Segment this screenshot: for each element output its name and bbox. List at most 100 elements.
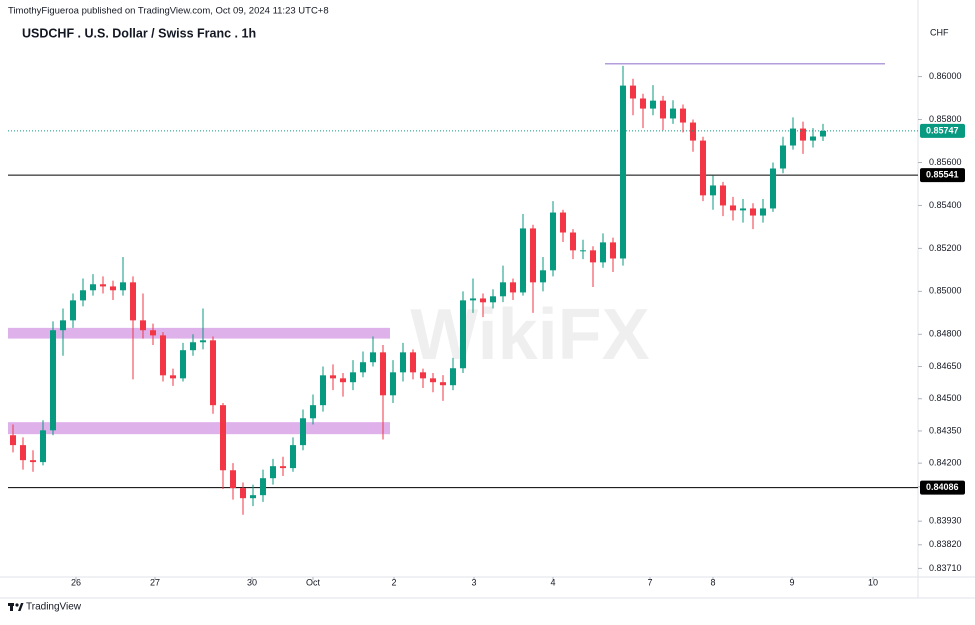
x-tick-label: Oct bbox=[306, 577, 321, 587]
candle-body bbox=[80, 290, 86, 301]
candle-body bbox=[60, 320, 66, 331]
chart-title: USDCHF . U.S. Dollar / Swiss Franc . 1h bbox=[22, 26, 256, 40]
candle-body bbox=[40, 430, 46, 463]
candle-body bbox=[530, 228, 536, 283]
brand: TradingView bbox=[26, 602, 82, 613]
y-tick-label: 0.84350 bbox=[929, 425, 962, 435]
candle-body bbox=[360, 362, 366, 373]
candle-body bbox=[480, 298, 486, 303]
candle-body bbox=[750, 208, 756, 216]
candle-body bbox=[110, 286, 116, 291]
candle-body bbox=[390, 372, 396, 396]
candle-body bbox=[190, 342, 196, 351]
candle-body bbox=[170, 375, 176, 379]
candle-body bbox=[250, 495, 256, 499]
candle-body bbox=[100, 284, 106, 287]
candle-body bbox=[300, 418, 306, 446]
candle-body bbox=[780, 145, 786, 169]
candle-body bbox=[330, 375, 336, 379]
candle-body bbox=[440, 382, 446, 386]
candle-body bbox=[810, 136, 816, 141]
x-tick-label: 26 bbox=[71, 577, 81, 587]
zone bbox=[8, 327, 390, 339]
candle-body bbox=[800, 128, 806, 141]
candle-body bbox=[230, 470, 236, 489]
candle-body bbox=[710, 185, 716, 196]
y-tick-label: 0.85000 bbox=[929, 286, 962, 296]
x-tick-label: 10 bbox=[868, 577, 878, 587]
x-tick-label: 7 bbox=[647, 577, 652, 587]
candle-body bbox=[340, 378, 346, 383]
y-tick-label: 0.84650 bbox=[929, 361, 962, 371]
candle-body bbox=[350, 372, 356, 383]
candle-body bbox=[510, 282, 516, 293]
candle-body bbox=[270, 466, 276, 479]
candle-body bbox=[700, 140, 706, 196]
candle-body bbox=[150, 330, 156, 336]
header: TimothyFigueroa published on TradingView… bbox=[8, 6, 329, 17]
level-badge bbox=[920, 168, 965, 183]
candle-body bbox=[770, 168, 776, 209]
candle-body bbox=[280, 466, 286, 469]
candle-body bbox=[570, 232, 576, 251]
x-tick-label: 9 bbox=[789, 577, 794, 587]
x-tick-label: 8 bbox=[710, 577, 715, 587]
y-tick-label: 0.83930 bbox=[929, 516, 962, 526]
x-tick-label: 27 bbox=[150, 577, 160, 587]
candle-body bbox=[580, 250, 586, 252]
brand-logo bbox=[8, 603, 24, 611]
candle-body bbox=[760, 208, 766, 216]
candle-body bbox=[430, 378, 436, 383]
candle-body bbox=[660, 100, 666, 119]
candle-body bbox=[680, 108, 686, 123]
candle-body bbox=[650, 100, 656, 109]
watermark: WikiFX bbox=[410, 295, 649, 375]
candle-body bbox=[410, 352, 416, 373]
candle-body bbox=[820, 130, 826, 137]
candle-body bbox=[460, 300, 466, 369]
candle-body bbox=[70, 300, 76, 321]
candle-body bbox=[10, 435, 16, 446]
candle-body bbox=[210, 340, 216, 406]
candle-body bbox=[290, 445, 296, 469]
candle-body bbox=[610, 242, 616, 259]
candle-body bbox=[50, 330, 56, 431]
candle-body bbox=[220, 405, 226, 471]
candle-body bbox=[320, 375, 326, 406]
candle-body bbox=[720, 185, 726, 206]
current-price-label: 0.85747 bbox=[926, 125, 959, 135]
candle-body bbox=[600, 242, 606, 263]
candle-body bbox=[640, 98, 646, 109]
candle-body bbox=[260, 478, 266, 496]
logo-dot bbox=[15, 603, 19, 607]
candle-body bbox=[30, 460, 36, 463]
level-label: 0.84086 bbox=[926, 482, 959, 492]
level-badge bbox=[920, 480, 965, 495]
candle-body bbox=[400, 352, 406, 373]
candle-body bbox=[180, 350, 186, 379]
logo-slash bbox=[18, 603, 24, 611]
candle-body bbox=[670, 108, 676, 119]
candle-body bbox=[370, 352, 376, 363]
candle-body bbox=[490, 296, 496, 303]
candle-body bbox=[450, 368, 456, 386]
candle-body bbox=[560, 212, 566, 233]
y-tick-label: 0.84500 bbox=[929, 393, 962, 403]
zone bbox=[8, 422, 390, 435]
y-tick-label: 0.84800 bbox=[929, 329, 962, 339]
candle-body bbox=[550, 212, 556, 271]
x-tick-label: 2 bbox=[391, 577, 396, 587]
currency: CHF bbox=[930, 27, 949, 37]
candle-body bbox=[420, 372, 426, 379]
candle-body bbox=[90, 284, 96, 291]
y-tick-label: 0.83710 bbox=[929, 563, 962, 573]
candle-body bbox=[630, 85, 636, 99]
logo-stem bbox=[10, 603, 13, 611]
y-tick-label: 0.83820 bbox=[929, 539, 962, 549]
candle-body bbox=[130, 282, 136, 321]
candle-body bbox=[740, 208, 746, 211]
candle-body bbox=[470, 298, 476, 301]
candle-body bbox=[730, 205, 736, 211]
